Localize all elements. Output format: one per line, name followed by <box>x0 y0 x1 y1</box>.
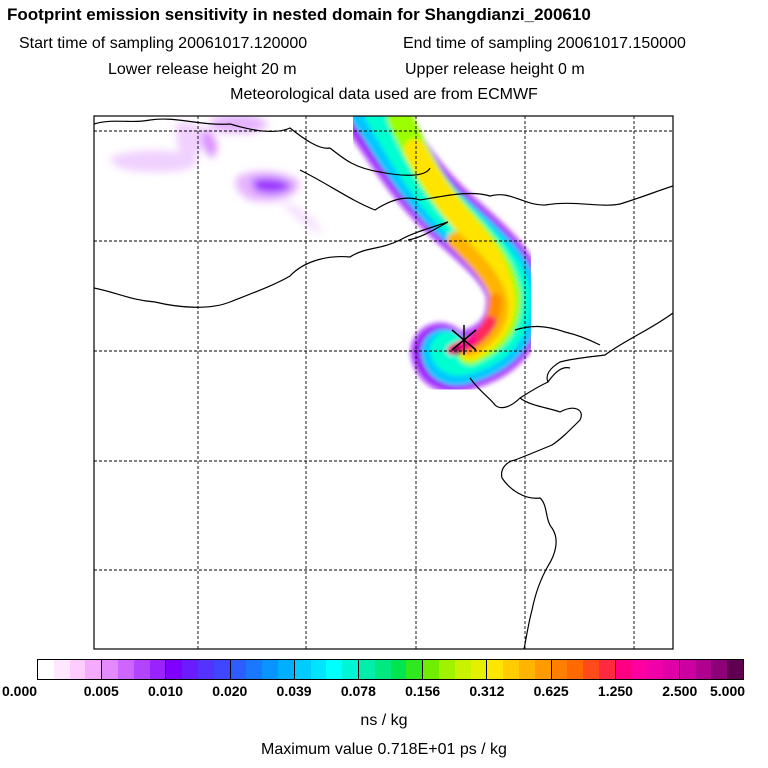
color-scale-swatch <box>246 660 263 679</box>
color-scale-swatch <box>102 660 118 679</box>
color-scale-swatch <box>262 660 278 679</box>
color-scale-tick-label: 2.500 <box>662 683 698 699</box>
color-scale-swatch <box>470 660 488 679</box>
color-scale-swatch <box>358 660 375 679</box>
color-scale-swatch <box>534 660 552 679</box>
color-scale-swatch <box>727 660 743 679</box>
color-scale-swatch <box>69 660 86 679</box>
color-scale-tick-label: 0.312 <box>469 683 505 699</box>
color-scale-swatch <box>197 660 214 679</box>
color-scale-swatch <box>454 660 471 679</box>
color-scale-swatch <box>166 660 183 679</box>
low-sensitivity-patches <box>110 116 322 235</box>
lower-height-label: Lower release height 20 m <box>108 61 297 78</box>
end-time-label: End time of sampling 20061017.150000 <box>403 35 686 52</box>
color-scale-tick-label: 0.625 <box>533 683 569 699</box>
color-scale-swatch <box>567 660 584 679</box>
color-scale-swatch <box>711 660 728 679</box>
emission-plume <box>338 116 546 394</box>
color-scale-swatch <box>423 660 439 679</box>
color-scale-swatch <box>438 660 455 679</box>
color-scale-swatch <box>310 660 327 679</box>
color-scale-tick-label: 0.078 <box>340 683 376 699</box>
upper-height-label: Upper release height 0 m <box>405 61 585 78</box>
max-value-label: Maximum value 0.718E+01 ps / kg <box>261 741 507 758</box>
color-scale-swatch <box>342 660 359 679</box>
color-scale-swatch <box>133 660 150 679</box>
color-scale-swatch <box>406 660 424 679</box>
lat-lon-grid <box>94 116 673 649</box>
color-scale-swatch <box>374 660 391 679</box>
color-scale-swatch <box>390 660 407 679</box>
color-scale-swatch <box>294 660 311 679</box>
color-scale-swatch <box>230 660 247 679</box>
color-scale-tick-label: 1.250 <box>597 683 633 699</box>
color-scale-swatch <box>213 660 231 679</box>
color-scale-bar <box>37 659 744 680</box>
color-scale-swatch <box>326 660 343 679</box>
color-scale-swatch <box>551 660 568 679</box>
color-scale-tick-label: 0.039 <box>276 683 312 699</box>
color-scale-tick-label: 0.010 <box>148 683 184 699</box>
receptor-marker-icon <box>451 325 477 355</box>
color-scale-swatch <box>149 660 167 679</box>
page-title: Footprint emission sensitivity in nested… <box>7 5 591 24</box>
color-scale-swatch <box>647 660 664 679</box>
color-scale-swatch <box>598 660 616 679</box>
met-data-label: Meteorological data used are from ECMWF <box>230 86 538 103</box>
color-scale-swatch <box>615 660 632 679</box>
color-scale-swatch <box>503 660 519 679</box>
start-time-label: Start time of sampling 20061017.120000 <box>19 35 308 52</box>
color-scale-swatch <box>518 660 535 679</box>
units-label: ns / kg <box>360 712 408 729</box>
color-scale-tick-label: 5.000 <box>710 683 746 699</box>
color-scale-swatch <box>53 660 70 679</box>
color-scale-swatch <box>85 660 103 679</box>
color-scale-swatch <box>487 660 504 679</box>
color-scale-tick-label: 0.156 <box>405 683 441 699</box>
color-scale-swatch <box>583 660 599 679</box>
color-scale-swatch <box>679 660 696 679</box>
color-scale-swatch <box>695 660 712 679</box>
color-scale-swatch <box>663 660 680 679</box>
color-scale-swatch <box>117 660 134 679</box>
color-scale-swatch <box>182 660 198 679</box>
color-scale-swatch <box>631 660 648 679</box>
color-scale-tick-label: 0.005 <box>83 683 119 699</box>
color-scale-tick-label: 0.020 <box>212 683 248 699</box>
color-scale-swatch <box>277 660 295 679</box>
coastlines <box>94 118 673 649</box>
color-scale-tick-label: 0.000 <box>2 683 38 699</box>
map-frame <box>93 115 674 650</box>
color-scale-swatch <box>38 660 54 679</box>
